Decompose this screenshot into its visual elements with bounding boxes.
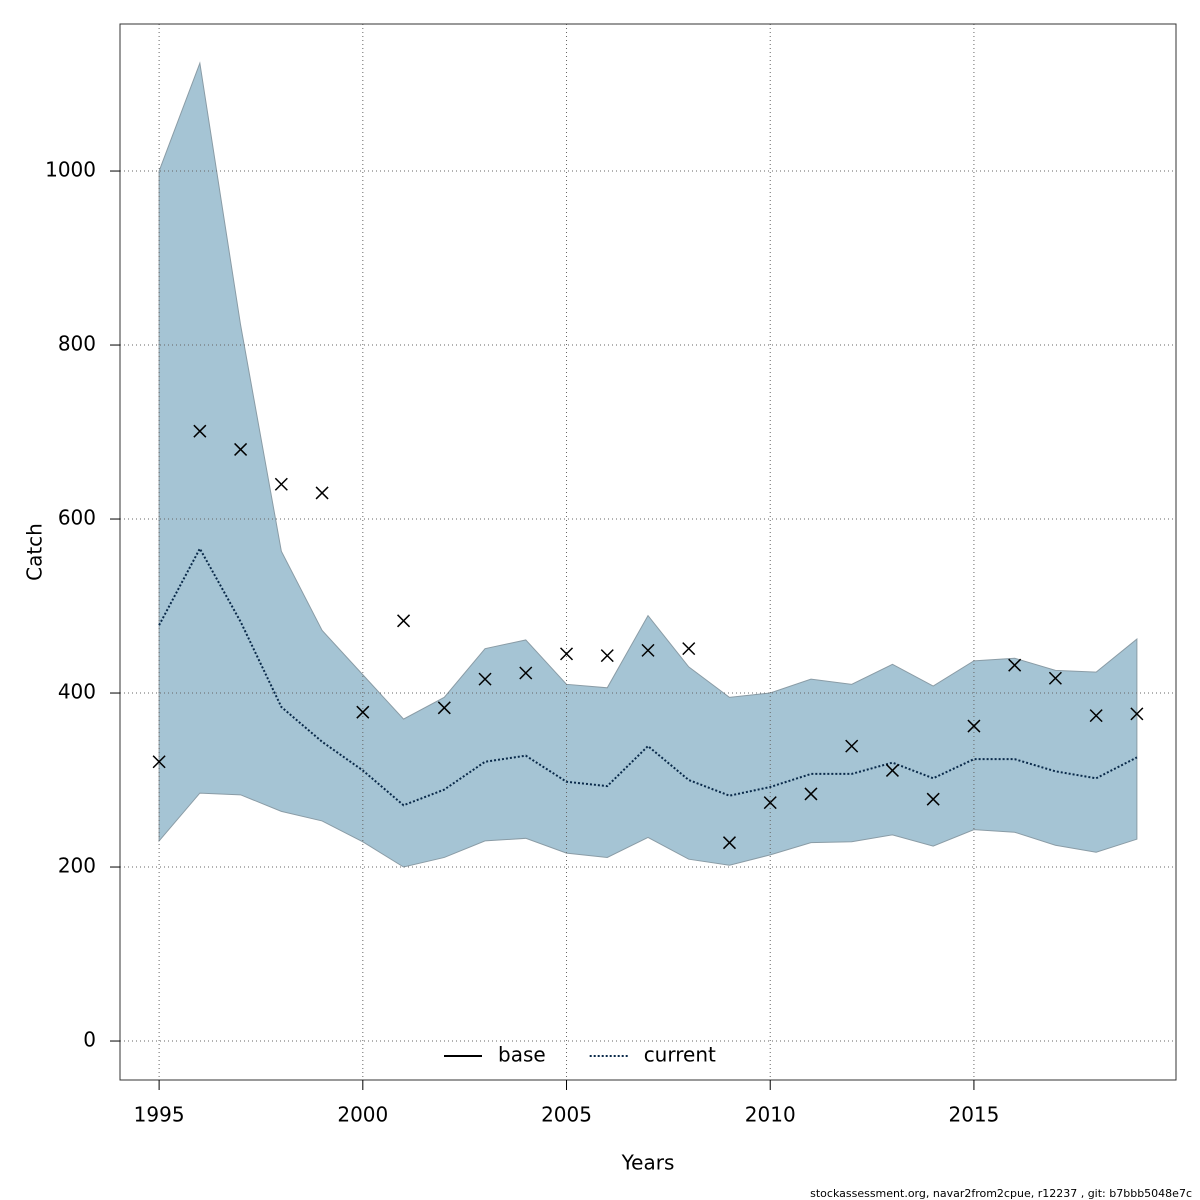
x-tick-label: 2010 <box>745 1103 796 1127</box>
point-marker <box>682 642 696 656</box>
point-marker <box>641 643 655 657</box>
legend-label: base <box>498 1043 546 1067</box>
point-marker <box>356 705 370 719</box>
y-tick-label: 200 <box>58 854 96 878</box>
point-marker <box>967 719 981 733</box>
point-marker <box>1130 707 1144 721</box>
point-marker <box>926 792 940 806</box>
y-tick-label: 0 <box>83 1028 96 1052</box>
point-marker <box>1008 658 1022 672</box>
confidence-band <box>158 61 1138 868</box>
x-tick-label: 1995 <box>134 1103 185 1127</box>
point-marker <box>478 672 492 686</box>
y-axis-label: Catch <box>23 523 47 581</box>
point-marker <box>234 442 248 456</box>
point-marker <box>397 614 411 628</box>
point-marker <box>845 739 859 753</box>
point-marker <box>722 836 737 850</box>
point-marker <box>152 755 166 769</box>
point-marker <box>763 796 777 810</box>
plot-frame <box>119 23 1177 1081</box>
x-tick-label: 2015 <box>948 1103 999 1127</box>
x-tick-label: 2005 <box>541 1103 592 1127</box>
point-marker <box>274 477 288 491</box>
point-marker <box>600 649 614 663</box>
x-tick-label: 2000 <box>337 1103 388 1127</box>
y-tick-label: 600 <box>58 506 96 530</box>
point-marker <box>1048 671 1062 685</box>
legend-label: current <box>644 1043 716 1067</box>
footnote: stockassessment.org, navar2from2cpue, r1… <box>810 1187 1192 1200</box>
y-tick-label: 1000 <box>45 158 96 182</box>
y-tick-label: 800 <box>58 332 96 356</box>
point-marker <box>315 486 329 500</box>
point-marker <box>519 666 533 680</box>
y-tick-label: 400 <box>58 680 96 704</box>
point-marker <box>437 701 451 715</box>
point-marker <box>193 424 207 438</box>
point-marker <box>559 647 574 661</box>
point-marker <box>885 763 899 777</box>
point-marker <box>804 787 818 801</box>
x-axis-label: Years <box>621 1151 675 1175</box>
point-marker <box>1089 709 1103 723</box>
